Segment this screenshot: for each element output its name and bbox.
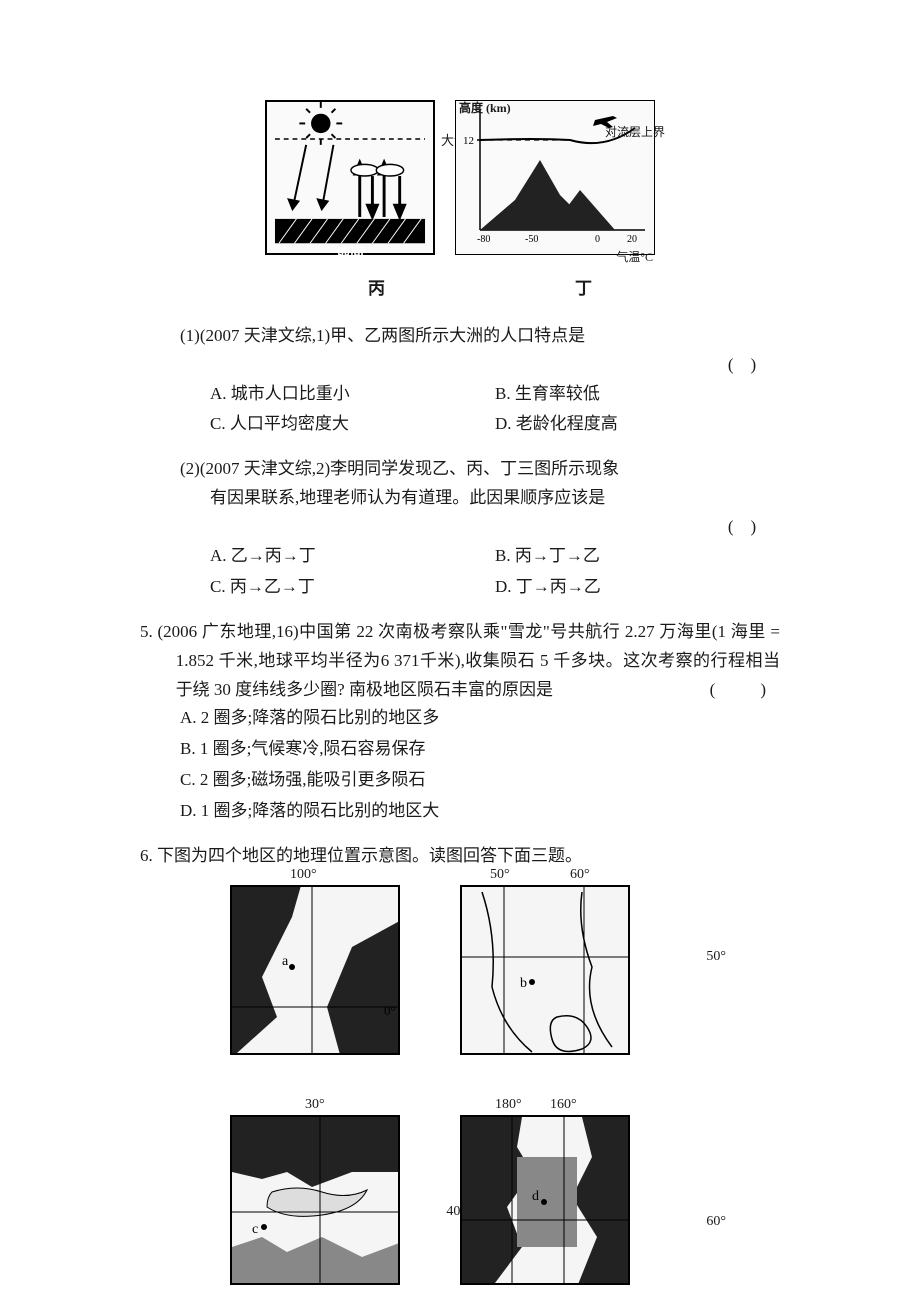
opt-A: A. 城市人口比重小 (210, 380, 495, 409)
q4-2-stem-l2: 有因果联系,地理老师认为有道理。此因果顺序应该是 (210, 484, 780, 513)
opt-B: B. 丙→丁→乙 (495, 542, 780, 571)
diagram-bing (265, 100, 435, 255)
q4-2-options: A. 乙→丙→丁 B. 丙→丁→乙 C. 丙→乙→丁 D. 丁→丙→乙 (210, 542, 780, 602)
q5-options: A. 2 圈多;降落的陨石比别的地区多 B. 1 圈多;气候寒冷,陨石容易保存 … (180, 704, 780, 826)
deg-60: 60° (570, 863, 590, 887)
diagram-ding-wrap: 12 -80 -50 0 20 高度 (km) 对流层上界 气温°C (455, 100, 655, 265)
pt-c: c (252, 1222, 258, 1237)
deg-100: 100° (290, 863, 317, 887)
map-c: 30° 40° c (230, 1115, 430, 1315)
deg-30: 30° (305, 1093, 325, 1117)
figure-captions: 丙 丁 (140, 275, 780, 304)
map-d: 180° 160° 60° d (460, 1115, 690, 1315)
pt-d: d (532, 1189, 539, 1204)
opt-B: B. 1 圈多;气候寒冷,陨石容易保存 (180, 735, 780, 764)
question-5: 5. (2006 广东地理,16)中国第 22 次南极考察队乘"雪龙"号共航行 … (140, 618, 780, 826)
pt-a: a (282, 954, 289, 969)
svg-text:0°: 0° (384, 1003, 396, 1018)
svg-text:20: 20 (627, 234, 637, 245)
deg-50r: 50° (706, 945, 726, 969)
caption-ding: 丁 (575, 275, 592, 304)
ylabel-altitude: 高度 (km) (459, 98, 511, 118)
svg-text:-80: -80 (477, 234, 490, 245)
opt-A: A. 2 圈多;降落的陨石比别的地区多 (180, 704, 780, 733)
opt-A: A. 乙→丙→丁 (210, 542, 495, 571)
opt-D: D. 丁→丙→乙 (495, 573, 780, 602)
opt-C: C. 人口平均密度大 (210, 410, 495, 439)
deg-60r: 60° (706, 1210, 726, 1234)
label-tropopause: 对流层上界 (605, 122, 665, 142)
xlabel-temp: 气温°C (616, 247, 653, 267)
deg-180: 180° (495, 1093, 522, 1117)
q4-2-stem-l1: (2)(2007 天津文综,2)李明同学发现乙、丙、丁三图所示现象 (180, 455, 780, 484)
pt-b: b (520, 976, 527, 991)
q4-1-stem: (1)(2007 天津文综,1)甲、乙两图所示大洲的人口特点是 (180, 322, 780, 351)
svg-text:-50: -50 (525, 234, 538, 245)
question-4-1: (1)(2007 天津文综,1)甲、乙两图所示大洲的人口特点是 ( ) A. 城… (140, 322, 780, 440)
q4-1-options: A. 城市人口比重小 B. 生育率较低 C. 人口平均密度大 D. 老龄化程度高 (210, 380, 780, 440)
answer-blank: ( ) (712, 351, 772, 380)
opt-C: C. 丙→乙→丁 (210, 573, 495, 602)
q6-map-grid: 100° a 0° 50° 60° 50° (140, 885, 780, 1315)
q6-stem: 6. 下图为四个地区的地理位置示意图。读图回答下面三题。 (140, 842, 780, 871)
opt-B: B. 生育率较低 (495, 380, 780, 409)
map-b: 50° 60° 50° b (460, 885, 690, 1085)
figure-row: 大气上界 地面 12 -80 -50 0 20 (140, 100, 780, 265)
svg-text:0: 0 (595, 234, 600, 245)
q5-stem: 5. (2006 广东地理,16)中国第 22 次南极考察队乘"雪龙"号共航行 … (140, 618, 780, 705)
deg-50: 50° (490, 863, 510, 887)
map-a: 100° a 0° (230, 885, 430, 1085)
opt-D: D. 1 圈多;降落的陨石比别的地区大 (180, 797, 780, 826)
question-6: 6. 下图为四个地区的地理位置示意图。读图回答下面三题。 100° a 0° 5… (140, 842, 780, 1315)
answer-blank: ( ) (745, 676, 780, 705)
question-4-2: (2)(2007 天津文综,2)李明同学发现乙、丙、丁三图所示现象 有因果联系,… (140, 455, 780, 601)
answer-blank: ( ) (712, 513, 772, 542)
q5-stem-text: 5. (2006 广东地理,16)中国第 22 次南极考察队乘"雪龙"号共航行 … (140, 622, 780, 699)
caption-bing: 丙 (368, 275, 385, 304)
opt-C: C. 2 圈多;磁场强,能吸引更多陨石 (180, 766, 780, 795)
opt-D: D. 老龄化程度高 (495, 410, 780, 439)
diagram-bing-wrap: 大气上界 地面 (265, 100, 435, 265)
label-ground: 地面 (265, 243, 435, 267)
deg-160: 160° (550, 1093, 577, 1117)
ytick-12: 12 (463, 135, 474, 147)
